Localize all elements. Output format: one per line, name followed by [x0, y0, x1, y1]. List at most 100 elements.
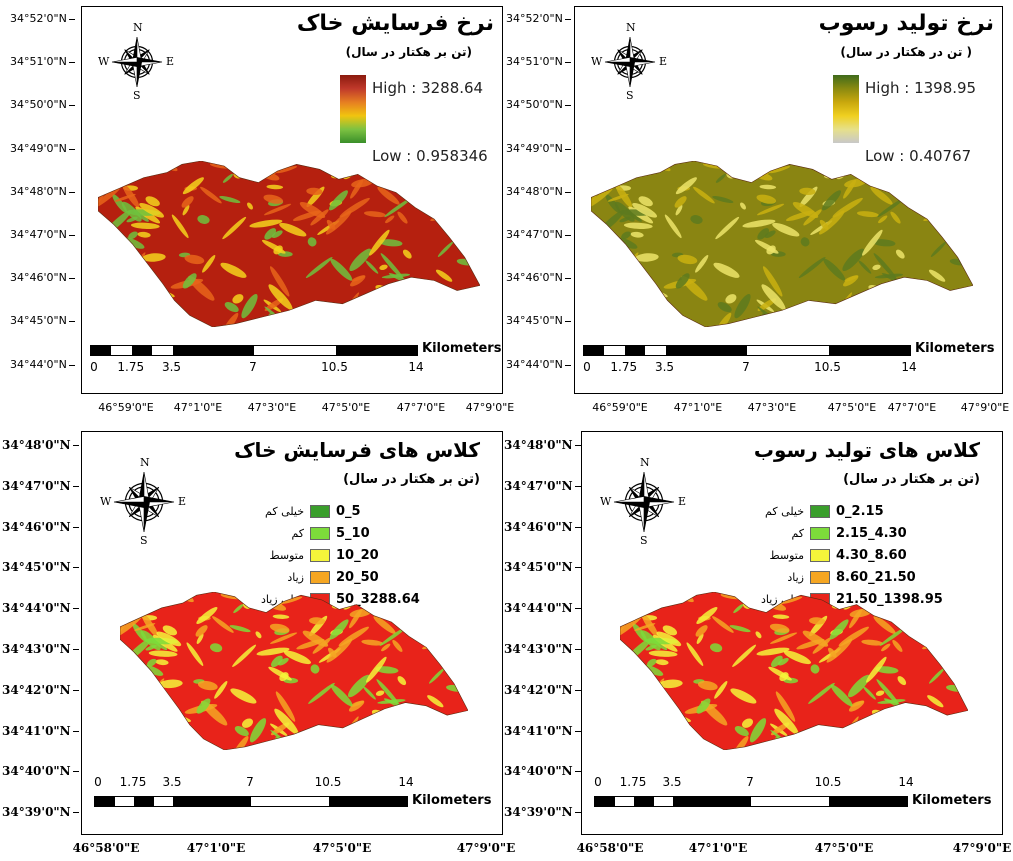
latitude-label: 34°52'0"N: [506, 12, 571, 25]
scale-number: 7: [742, 360, 750, 374]
scale-bar-segment: [254, 346, 336, 355]
legend-range: 0_2.15: [836, 504, 884, 519]
map-subtitle: (تن بر هکتار در سال): [345, 45, 472, 59]
scale-bar-segment: [624, 346, 646, 355]
scale-number: 14: [408, 360, 424, 374]
legend-range: 20_50: [336, 570, 379, 585]
legend-range: 0_5: [336, 504, 361, 519]
scale-number: 3.5: [162, 775, 182, 789]
compass-s-label: S: [640, 534, 648, 547]
latitude-label: 34°39'0"N: [504, 805, 581, 820]
scale-bar-segment: [111, 346, 132, 355]
longitude-label: 47°7'0"E: [396, 401, 446, 414]
scale-bar: [94, 796, 408, 807]
legend-item: خیلی کم 0_2.15: [742, 504, 884, 519]
latitude-label: 34°50'0"N: [506, 98, 571, 112]
map-title: نرخ تولید رسوب: [818, 11, 994, 36]
latitude-label: 34°41'0"N: [504, 723, 581, 738]
latitude-label: 34°40'0"N: [2, 764, 79, 779]
basin-map-erosion_class: [120, 592, 468, 750]
color-ramp-legend: [340, 75, 366, 143]
scale-bar-segment: [634, 797, 654, 806]
color-ramp-legend: [833, 75, 859, 143]
ramp-high-label: High : 3288.64: [372, 79, 484, 97]
latitude-label: 34°39'0"N: [2, 805, 79, 820]
latitude-label: 34°46'0"N: [10, 271, 75, 285]
legend-item: متوسط 4.30_8.60: [742, 548, 906, 563]
scale-bar-segment: [665, 346, 748, 355]
scale-number: 3.5: [161, 360, 182, 374]
longitude-label: 47°1'0"E: [688, 841, 748, 855]
latitude-label: 34°44'0"N: [504, 601, 581, 616]
latitude-label: 34°47'0"N: [2, 478, 79, 493]
scale-bar-segment: [653, 797, 673, 806]
scale-number: 1.75: [610, 360, 638, 374]
longitude-label: 47°9'0"E: [456, 841, 516, 855]
scale-bar-segment: [673, 797, 751, 806]
legend-range: 10_20: [336, 548, 379, 563]
scale-number: 3.5: [662, 775, 682, 789]
map-title: کلاس های فرسایش خاک: [234, 438, 480, 462]
legend-range: 21.50_1398.95: [836, 592, 943, 607]
legend-item: متوسط 10_20: [242, 548, 379, 563]
ramp-high-label: High : 1398.95: [865, 79, 977, 97]
scale-bar-segment: [95, 797, 115, 806]
latitude-label: 34°51'0"N: [506, 55, 571, 69]
map-frame: نرخ تولید رسوب ( تن در هکتار در سال) N S W E H…: [574, 6, 1003, 394]
scale-bar-segment: [645, 346, 666, 355]
latitude-label: 34°43'0"N: [504, 642, 581, 656]
map-frame: نرخ فرسایش خاک (تن بر هکتار در سال) N S W E Hi…: [81, 6, 503, 394]
compass-s-label: S: [133, 89, 141, 102]
compass-n-label: N: [140, 456, 150, 469]
scale-number: 7: [246, 775, 254, 789]
scale-bar: [594, 796, 908, 807]
scale-number: 1.75: [119, 775, 147, 789]
scale-bar-segment: [604, 346, 625, 355]
compass-e-label: E: [178, 495, 187, 508]
scale-number: 7: [746, 775, 754, 789]
longitude-label: 47°3'0"E: [747, 401, 797, 414]
compass-s-label: S: [140, 534, 148, 547]
longitude-label: 47°5'0"E: [321, 401, 371, 414]
legend-swatch: [310, 505, 330, 518]
map-subtitle: (تن بر هکتار در سال): [843, 472, 980, 487]
latitude-label: 34°46'0"N: [506, 271, 571, 285]
scale-number: 0: [94, 775, 102, 789]
legend-swatch: [810, 527, 830, 540]
legend-class-name: متوسط: [769, 549, 804, 562]
scale-number: 14: [898, 775, 914, 789]
latitude-label: 34°46'0"N: [2, 519, 79, 534]
latitude-label: 34°42'0"N: [504, 682, 581, 697]
compass-n-label: N: [640, 456, 650, 469]
scale-bar-segment: [152, 346, 173, 355]
latitude-label: 34°41'0"N: [2, 723, 79, 738]
compass-e-label: E: [678, 495, 687, 508]
legend-swatch: [310, 571, 330, 584]
scale-number: 1.75: [619, 775, 647, 789]
scale-number: 10.5: [814, 775, 842, 789]
legend-item: خیلی کم 0_5: [242, 504, 361, 519]
map-subtitle: ( تن در هکتار در سال): [840, 45, 972, 59]
scale-number: 1.75: [117, 360, 145, 374]
legend-range: 5_10: [336, 526, 370, 541]
latitude-label: 34°48'0"N: [506, 184, 571, 198]
compass-e-label: E: [659, 55, 668, 68]
north-arrow-compass-icon: N S W E: [96, 21, 178, 103]
map-title: کلاس های تولید رسوب: [753, 438, 980, 462]
legend-range: 50_3288.64: [336, 592, 420, 607]
basin-map-sediment_class: [620, 592, 968, 750]
scale-number: 14: [901, 360, 917, 374]
latitude-label: 34°43'0"N: [2, 642, 79, 656]
scale-number: 7: [249, 360, 257, 374]
legend-range: 8.60_21.50: [836, 570, 916, 585]
legend-item: کم 5_10: [242, 526, 370, 541]
scale-bar-segment: [131, 346, 153, 355]
longitude-label: 47°7'0"E: [887, 401, 937, 414]
scale-number: 10.5: [321, 360, 348, 374]
legend-class-name: کم: [791, 527, 804, 540]
scale-number: 3.5: [654, 360, 675, 374]
scale-number: 0: [90, 360, 98, 374]
legend-item: زیاد 8.60_21.50: [742, 570, 916, 585]
latitude-label: 34°45'0"N: [506, 314, 571, 328]
scale-unit-label: Kilometers: [412, 793, 492, 808]
